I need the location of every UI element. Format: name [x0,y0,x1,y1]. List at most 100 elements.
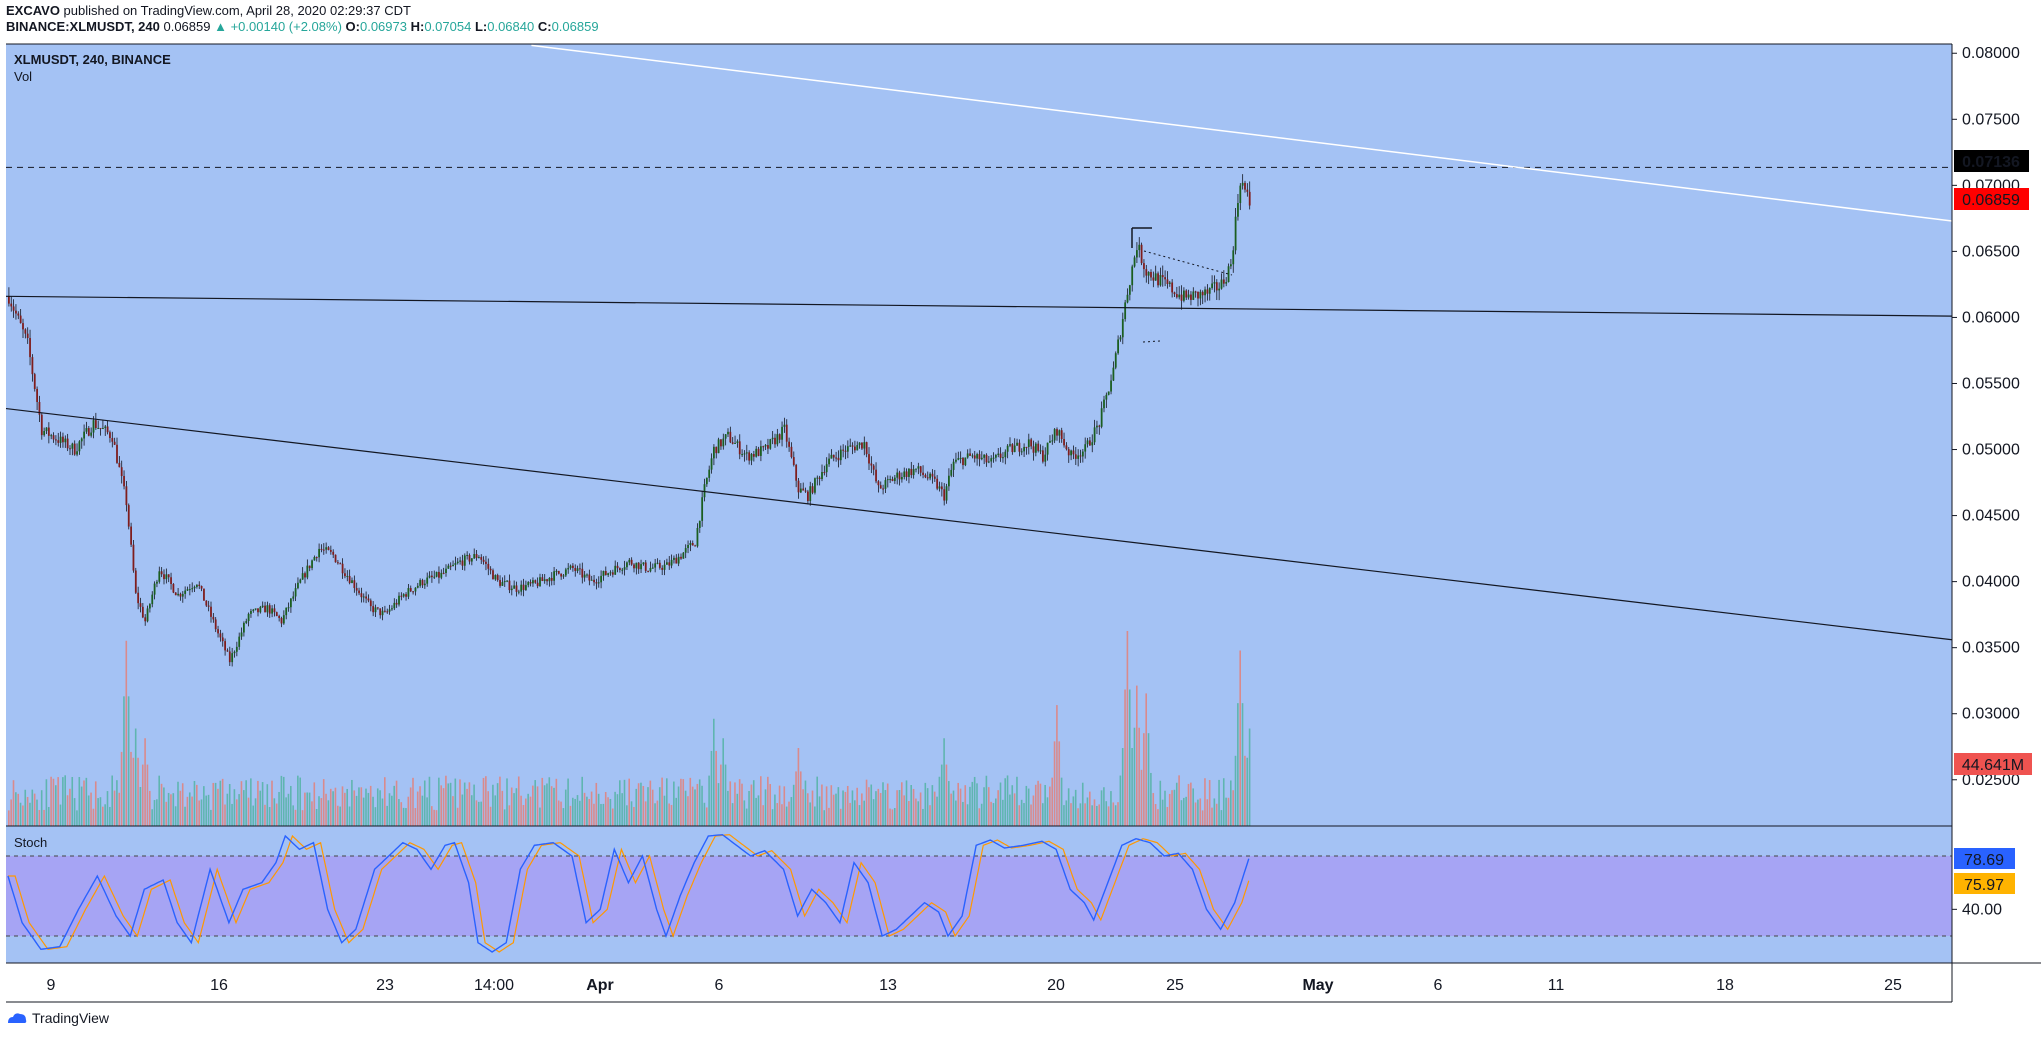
volume-bar [1194,802,1197,826]
price-axis[interactable]: 0.080000.075000.070000.065000.060000.055… [1952,45,2020,918]
candle-body [132,544,135,571]
candle-body [308,565,311,569]
stoch-d-badge-bg [1954,873,2015,894]
volume-bar [1049,786,1051,826]
volume-bar [607,797,609,826]
tradingview-logo[interactable]: TradingView [6,1010,109,1026]
candle-body [386,611,389,613]
volume-bar [543,785,546,826]
y-tick-label: 0.07500 [1962,111,2020,128]
volume-bar [245,780,247,826]
volume-bar [344,792,346,826]
y-tick-label: 0.03000 [1962,706,2020,723]
volume-bar [94,781,97,826]
volume-bar [212,782,215,826]
candle-body [358,590,360,594]
volume-bar [506,778,508,826]
volume-bar [807,793,809,826]
volume-bar [120,751,123,826]
candle-body [1175,294,1178,298]
volume-bar [839,808,842,826]
candle-body [384,610,386,612]
candle-body [513,585,516,589]
volume-bar [1002,799,1004,826]
candle-body [130,526,132,545]
volume-bar [463,782,466,826]
stoch-k-line [7,833,1250,953]
volume-bar [1244,755,1246,826]
candle-body [235,646,238,652]
volume-bar [877,788,880,826]
candle-body [597,582,600,584]
candle-body [184,590,187,594]
candle-body [1025,446,1028,448]
volume-bar [428,776,431,826]
candle-body [1079,455,1082,457]
candle-body [311,560,313,569]
candle-body [1220,279,1223,289]
candle-body [966,453,969,458]
volume-bar [395,780,398,826]
volume-bar [466,788,468,826]
candle-body [1058,430,1061,436]
candle-body [581,568,584,578]
volume-bar [191,796,193,826]
volume-bar [776,803,779,826]
candle-body [506,580,508,582]
volume-bar [1079,803,1082,826]
volume-bar [649,780,652,826]
volume-bar [673,781,675,826]
volume-bar [1011,785,1014,826]
candle-body [31,357,34,375]
volume-bar [1150,772,1152,826]
candle-body [731,442,734,444]
volume-bar [339,806,341,826]
y-tick-label: 0.04500 [1962,508,2020,525]
candle-body [125,486,128,506]
volume-bar [727,790,729,826]
volume-bar [861,793,863,826]
candle-body [607,573,610,576]
candle-body [1201,291,1204,296]
candle-body [640,564,642,570]
candle-body [532,580,534,584]
candle-body [687,544,689,549]
volume-bar [482,777,485,826]
volume-bar [931,785,934,826]
candle-body [1032,446,1035,453]
volume-bar [69,788,71,826]
volume-bar [1133,727,1136,826]
candle-body [205,600,208,606]
candle-body [433,576,436,578]
volume-bar [487,791,489,826]
volume-bar [111,775,113,826]
candle-body [663,564,666,570]
volume-bar [978,808,981,826]
candle-body [745,452,748,454]
candle-body [426,577,429,584]
volume-bar [1114,805,1117,826]
candle-body [1222,279,1225,284]
candle-body [153,583,156,595]
candle-body [1157,273,1159,286]
candle-body [174,592,177,596]
volume-bar [1246,757,1249,826]
volume-bar [348,806,351,826]
volume-bar [264,804,266,826]
stoch-k-badge-bg [1954,848,2015,869]
candle-body [774,437,776,445]
volume-bar [752,780,755,826]
candle-body [945,486,948,501]
candle-body [134,570,137,593]
volume-bar [391,795,393,826]
line-price-badge: 0.07136 [1962,154,2020,171]
time-axis[interactable]: 9 16 23 14:00 Apr 6 13 20 25 May 6 11 18 25 [47,977,1902,994]
low-key: L: [474,19,488,34]
volume-bar [1072,796,1075,826]
volume-bar [661,777,663,826]
volume-bar [515,788,518,826]
candle-body [846,446,849,452]
candle-body [828,458,830,465]
volume-bar [846,785,849,826]
